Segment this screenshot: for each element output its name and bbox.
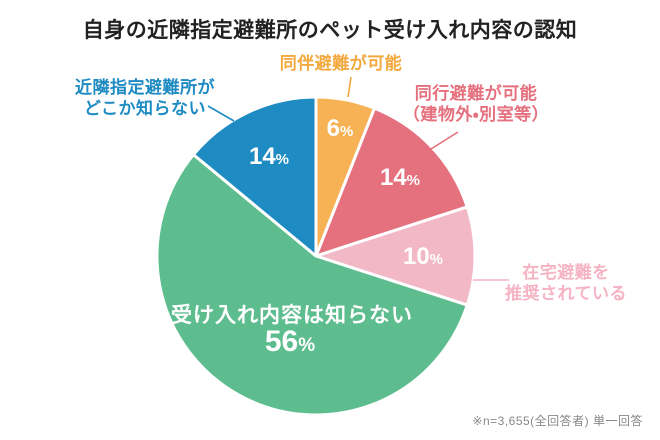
callout-line: 同伴避難が可能 [279,54,403,73]
callout-line: 在宅避難を [522,263,610,282]
footnote: ※n=3,655(全回答者) 単一回答 [472,414,643,428]
chart-title: 自身の近隣指定避難所のペット受け入れ内容の認知 [82,19,578,42]
callout-line: （建物外・別室等） [402,104,550,124]
callout-companion-evacuation: 同伴避難が可能 [241,54,441,75]
callout-line: 近隣指定避難所が [75,78,215,97]
percent-label-4: 14% [249,143,289,170]
percent-label-2: 10% [403,243,443,270]
percent-label-0: 6% [327,115,354,142]
callout-unknown-shelter-location: 近隣指定避難所が どこか知らない [45,78,245,119]
percent-label-1: 14% [380,164,420,191]
leader-line-1 [430,131,459,150]
callout-home-evacuation: 在宅避難を 推奨されている [466,263,660,304]
pie-slice-3 [155,153,469,417]
callout-line: 同行避難が可能 [414,84,538,103]
percent-label-3: 56% [265,325,315,358]
leader-line-0 [347,76,352,98]
pie-slice-4 [192,95,318,258]
pie-slice-2 [314,205,477,307]
leader-line-4 [207,105,235,122]
callout-line: どこか知らない [84,98,206,118]
callout-accompanied-evacuation: 同行避難が可能 （建物外・別室等） [376,84,576,125]
inside-slice-label: 受け入れ内容は知らない [171,303,413,327]
callout-line: 推奨されている [505,283,627,303]
